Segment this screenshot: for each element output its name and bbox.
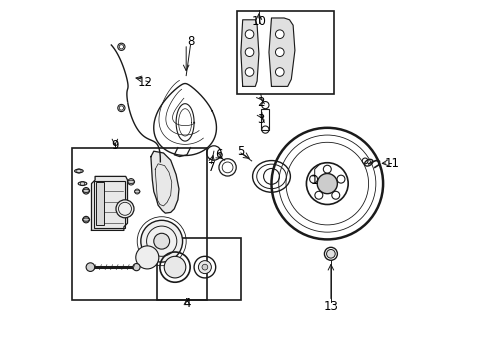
Text: 6: 6 — [215, 148, 223, 161]
Text: 2: 2 — [256, 96, 264, 109]
Circle shape — [127, 179, 134, 185]
Circle shape — [244, 30, 253, 39]
Circle shape — [275, 68, 284, 76]
Circle shape — [198, 261, 211, 274]
Polygon shape — [268, 18, 294, 86]
Circle shape — [275, 48, 284, 57]
Circle shape — [136, 246, 159, 269]
Text: 3: 3 — [257, 113, 264, 126]
Circle shape — [244, 68, 253, 76]
Text: 7: 7 — [207, 161, 215, 174]
Circle shape — [133, 264, 140, 271]
Text: 13: 13 — [323, 300, 338, 313]
Text: 11: 11 — [384, 157, 399, 170]
Circle shape — [134, 189, 140, 194]
Circle shape — [275, 30, 284, 39]
Text: 10: 10 — [251, 15, 266, 28]
Circle shape — [141, 220, 182, 262]
Circle shape — [317, 174, 337, 194]
Text: 8: 8 — [186, 35, 194, 48]
Bar — [261, 109, 269, 130]
Text: 5: 5 — [237, 145, 244, 158]
Polygon shape — [151, 151, 179, 213]
Bar — [94, 181, 124, 228]
Text: 12: 12 — [138, 76, 153, 89]
Ellipse shape — [78, 182, 87, 185]
Circle shape — [153, 233, 169, 249]
Text: 9: 9 — [111, 139, 119, 152]
Circle shape — [82, 188, 89, 194]
Circle shape — [82, 216, 89, 223]
Circle shape — [164, 256, 185, 278]
Bar — [96, 182, 104, 225]
Polygon shape — [241, 20, 258, 86]
Circle shape — [86, 263, 95, 271]
Bar — [236, 11, 334, 94]
Circle shape — [244, 48, 253, 57]
Circle shape — [116, 200, 134, 218]
Bar — [72, 148, 206, 300]
Polygon shape — [91, 176, 127, 230]
Text: 4: 4 — [183, 297, 190, 310]
Ellipse shape — [75, 169, 83, 173]
Circle shape — [326, 249, 335, 258]
Text: 1: 1 — [310, 174, 318, 186]
Bar — [157, 238, 241, 300]
Circle shape — [202, 264, 207, 270]
